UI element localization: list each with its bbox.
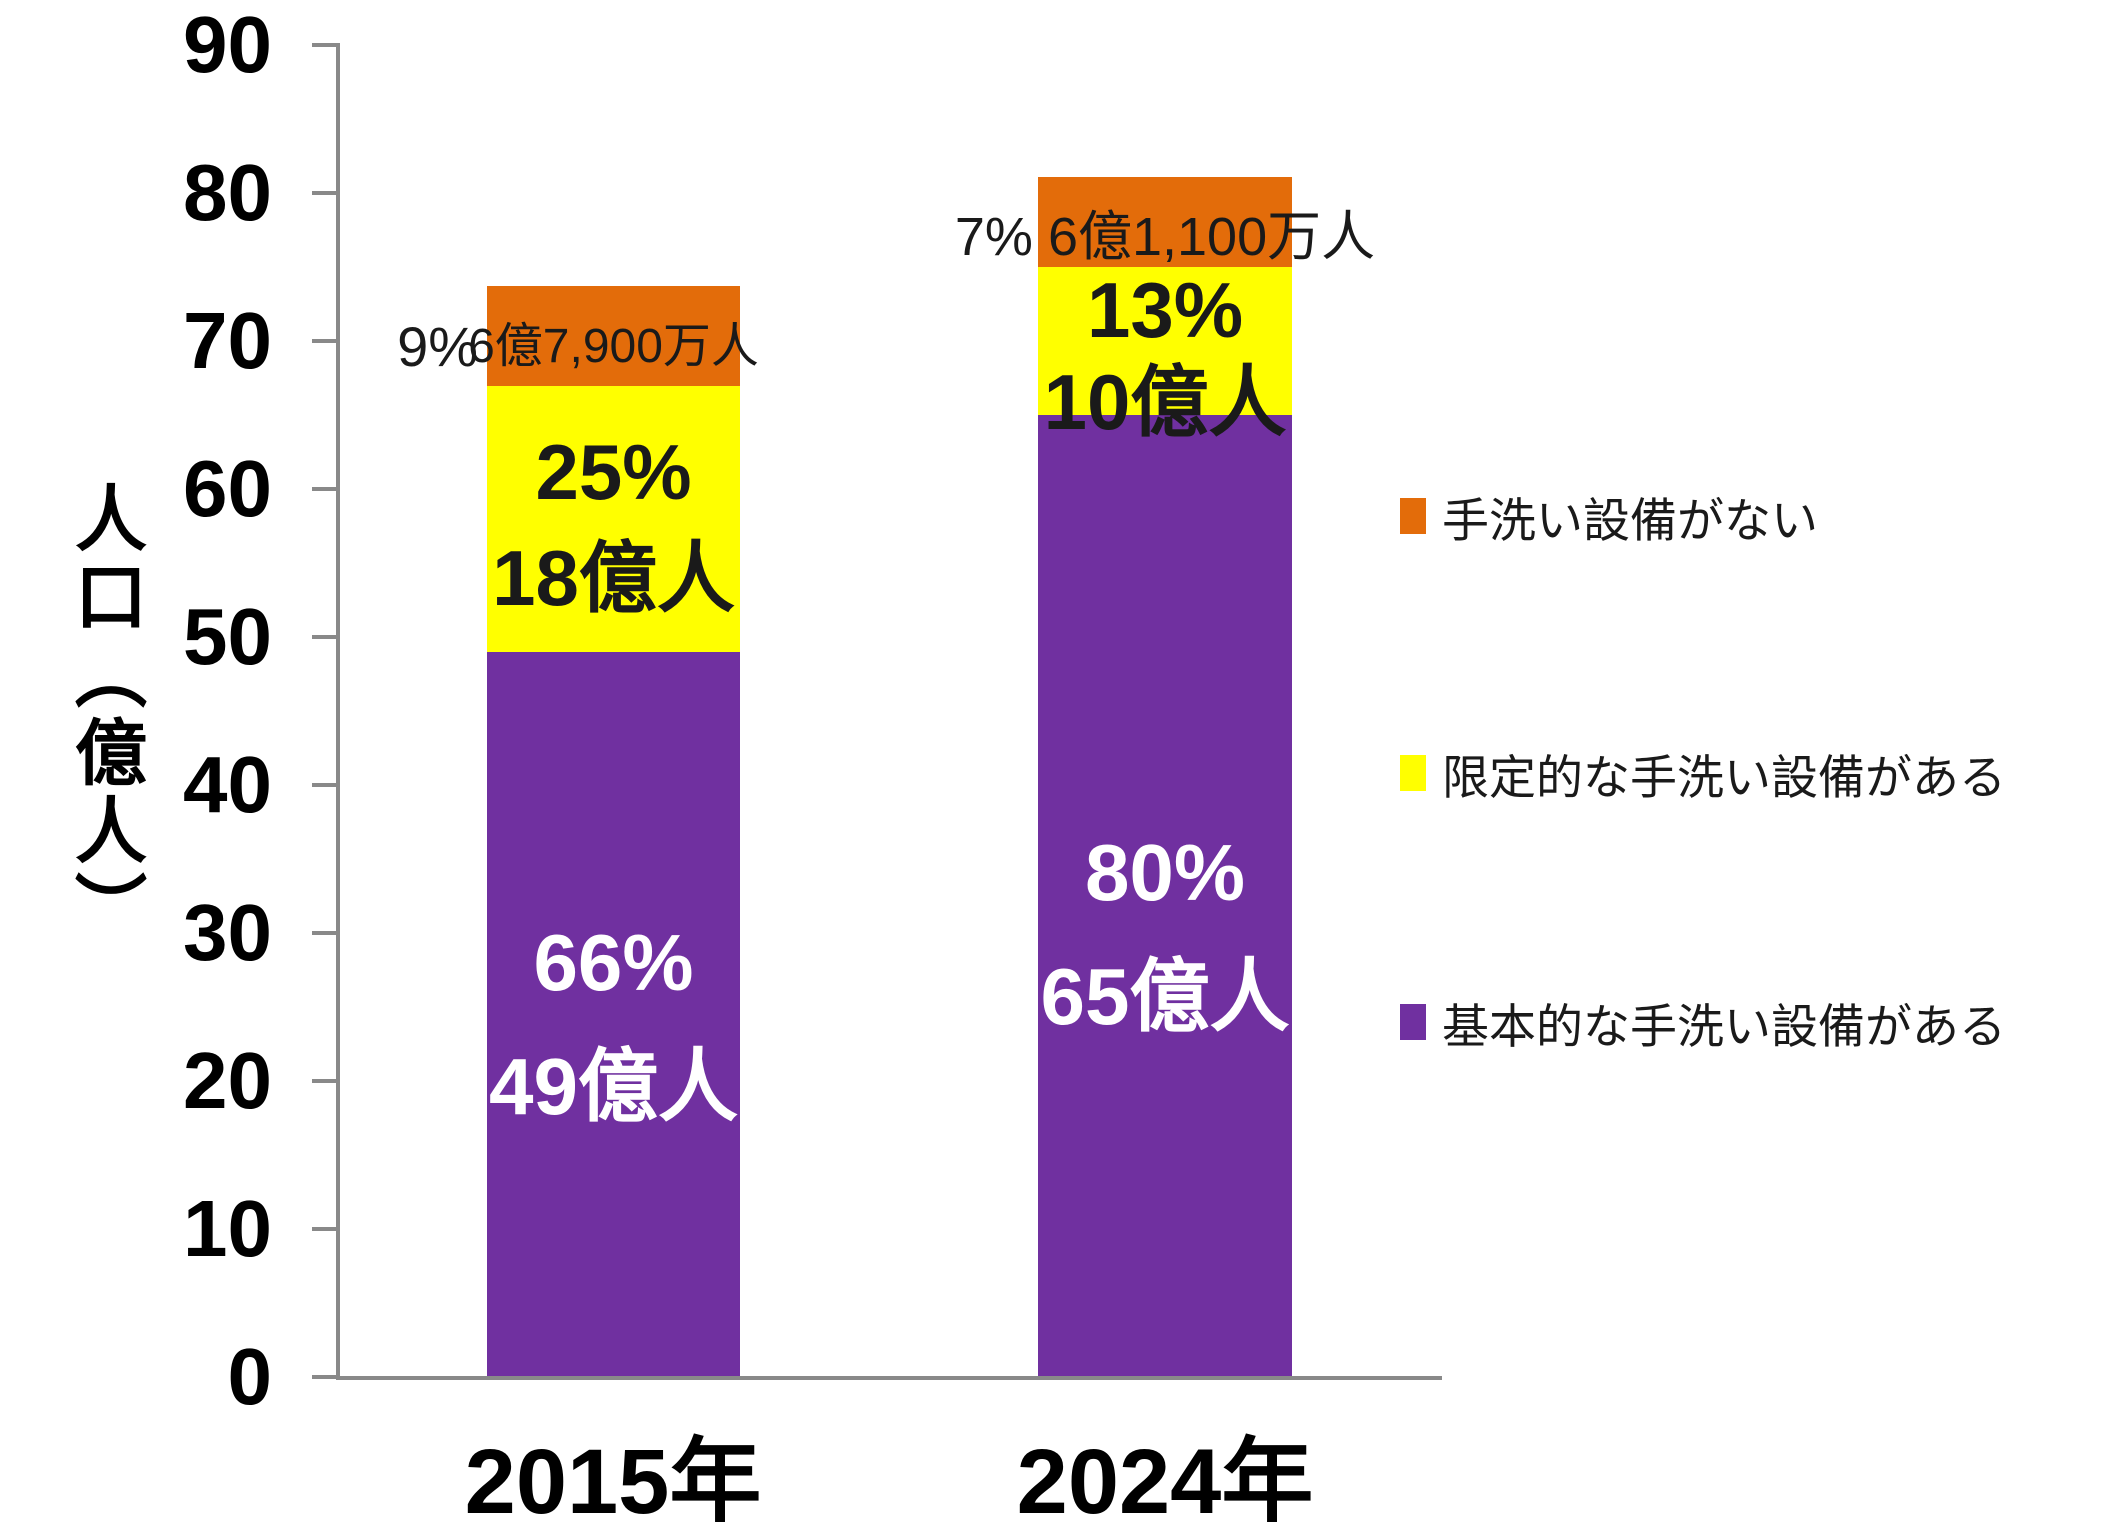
label-2024-limited-count: 10億人	[1043, 357, 1287, 446]
y-tick-mark	[312, 191, 338, 195]
bar-2024-segment-limited-facility[interactable]	[1038, 267, 1292, 415]
y-tick-mark	[312, 931, 338, 935]
x-label-2015: 2015年	[464, 1431, 762, 1533]
label-2024-basic: 80% 65億人	[1038, 790, 1292, 1080]
bar-2024-segment-no-facility[interactable]	[1038, 177, 1292, 267]
bar-2015-segment-limited-facility[interactable]	[487, 386, 740, 652]
y-tick-label: 10	[183, 1184, 272, 1273]
label-2024-no-facility: 7% 6億1,100万人	[948, 206, 1382, 268]
y-tick-mark	[312, 43, 338, 47]
label-2024-basic-pct: 80%	[1084, 828, 1246, 918]
bar-2015-segment-no-facility[interactable]	[487, 286, 740, 386]
y-tick-mark	[312, 635, 338, 639]
label-2024-limited: 13% 10億人	[1038, 258, 1292, 454]
y-tick-label: 30	[183, 888, 272, 977]
y-tick-mark	[312, 1227, 338, 1231]
label-2015-basic: 66% 49億人	[487, 880, 740, 1170]
legend-item-limited-facility[interactable]: 限定的な手洗い設備がある	[1400, 743, 2006, 804]
label-2015-basic-count: 49億人	[489, 1041, 738, 1131]
y-axis-line	[336, 43, 340, 1380]
y-tick-label: 0	[227, 1332, 273, 1421]
bar-2024-segment-basic-facility[interactable]	[1038, 415, 1292, 1378]
y-tick-label: 40	[183, 740, 272, 829]
y-tick-mark	[312, 783, 338, 787]
legend-swatch-no-facility	[1400, 498, 1426, 534]
y-tick-mark	[312, 1079, 338, 1083]
legend-label-basic-facility: 基本的な手洗い設備がある	[1442, 999, 2006, 1053]
y-axis-title: 人口（億人）	[63, 481, 144, 949]
y-tick-mark	[312, 1375, 338, 1379]
legend-item-no-facility[interactable]: 手洗い設備がない	[1400, 486, 1818, 547]
y-tick-label: 90	[183, 0, 272, 89]
label-2015-basic-pct: 66%	[533, 918, 694, 1008]
label-2015-no-facility-count: 6億7,900万人	[468, 316, 759, 378]
legend-label-limited-facility: 限定的な手洗い設備がある	[1442, 750, 2006, 804]
label-2015-limited-pct: 25%	[535, 428, 692, 516]
y-tick-label: 20	[183, 1036, 272, 1125]
y-tick-label: 50	[183, 592, 272, 681]
x-axis-line	[336, 1376, 1442, 1380]
label-2024-no-facility-text: 7% 6億1,100万人	[954, 207, 1376, 267]
label-2015-limited: 25% 18億人	[487, 405, 740, 645]
y-tick-label: 70	[183, 296, 272, 385]
bar-2015-segment-basic-facility[interactable]	[487, 652, 740, 1378]
legend-item-basic-facility[interactable]: 基本的な手洗い設備がある	[1400, 992, 2006, 1053]
legend-label-no-facility: 手洗い設備がない	[1442, 493, 1818, 547]
y-tick-label: 60	[183, 444, 272, 533]
label-2015-limited-count: 18億人	[492, 534, 735, 622]
y-tick-mark	[312, 487, 338, 491]
legend-swatch-basic-facility	[1400, 1004, 1426, 1040]
y-tick-label: 80	[183, 148, 272, 237]
label-2015-no-facility-pct: 9%	[397, 315, 478, 378]
label-2024-limited-pct: 13%	[1086, 266, 1244, 355]
y-tick-mark	[312, 339, 338, 343]
label-2024-basic-count: 65億人	[1040, 951, 1290, 1041]
label-2015-no-facility-count-text: 6億7,900万人	[468, 320, 759, 373]
legend-swatch-limited-facility	[1400, 755, 1426, 791]
x-label-2024: 2024年	[1016, 1431, 1314, 1533]
